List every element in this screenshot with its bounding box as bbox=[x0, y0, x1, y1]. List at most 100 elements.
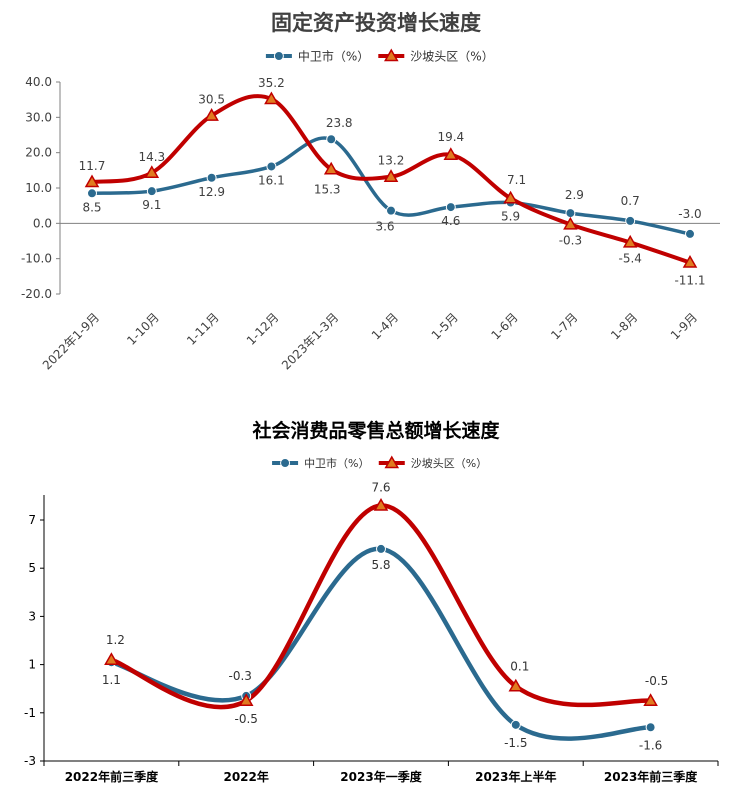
legend-label: 中卫市（%） bbox=[304, 456, 369, 470]
series-zhongwei bbox=[109, 546, 653, 741]
legend-item-1: 沙坡头区（%） bbox=[378, 455, 487, 470]
marker-circle-0-3 bbox=[266, 161, 277, 172]
x-tick-label: 2023年上半年 bbox=[475, 769, 556, 784]
data-label: 9.1 bbox=[142, 198, 161, 212]
marker-circle-0-4 bbox=[645, 722, 656, 733]
marker-circle-0-0 bbox=[87, 188, 97, 199]
x-tick-label: 2022年 bbox=[223, 769, 268, 784]
data-label: 7.6 bbox=[371, 481, 390, 495]
marker-triangle-1-1 bbox=[144, 165, 160, 179]
y-tick-label: 0.0 bbox=[33, 216, 52, 230]
marker-triangle-1-0 bbox=[84, 174, 100, 188]
x-tick-label: 1-6月 bbox=[488, 310, 520, 342]
x-tick-label: 1-8月 bbox=[608, 310, 640, 342]
legend: 中卫市（%） 沙坡头区（%） bbox=[272, 455, 487, 470]
data-label: 5.9 bbox=[501, 209, 520, 223]
data-label: 1.1 bbox=[102, 673, 121, 687]
legend-label: 沙坡头区（%） bbox=[410, 49, 493, 63]
x-tick-label: 1-5月 bbox=[429, 310, 461, 342]
series-shapotou bbox=[109, 503, 653, 710]
marker-circle-0-legend bbox=[280, 458, 291, 468]
marker-circle-0-2 bbox=[376, 543, 386, 554]
marker-triangle-1-1 bbox=[238, 693, 254, 706]
data-label: 0.1 bbox=[510, 659, 529, 673]
data-label: 1.2 bbox=[106, 633, 125, 647]
legend-item-0: 中卫市（%） bbox=[265, 48, 369, 63]
marker-circle-0-3 bbox=[510, 719, 521, 730]
series-markers-1 bbox=[84, 91, 698, 268]
marker-triangle-1-8 bbox=[563, 216, 578, 230]
legend-item-0: 中卫市（%） bbox=[272, 456, 370, 470]
marker-triangle-1-9 bbox=[622, 234, 638, 248]
data-label: 11.7 bbox=[79, 159, 106, 173]
marker-triangle-1-5 bbox=[383, 169, 399, 182]
x-tick-label: 1-4月 bbox=[369, 310, 401, 342]
marker-triangle-1-4 bbox=[323, 161, 339, 175]
marker-triangle-1-7 bbox=[503, 190, 518, 204]
data-label: 0.7 bbox=[621, 194, 640, 208]
marker-circle-0-4 bbox=[326, 134, 337, 145]
data-label: -5.4 bbox=[618, 251, 641, 265]
y-tick-label: 40.0 bbox=[25, 75, 52, 89]
data-label: 14.3 bbox=[138, 150, 165, 164]
data-label: -1.6 bbox=[639, 738, 662, 752]
x-tick-label: 1-11月 bbox=[184, 310, 222, 348]
data-label: 16.1 bbox=[258, 173, 285, 187]
marker-triangle-1-10 bbox=[682, 255, 698, 268]
marker-triangle-1-0 bbox=[104, 652, 119, 666]
y-tick-label: -1 bbox=[24, 706, 36, 720]
marker-triangle-1-6 bbox=[443, 147, 459, 161]
legend-label: 沙坡头区（%） bbox=[411, 457, 487, 470]
legend-label: 中卫市（%） bbox=[298, 48, 369, 63]
series-line bbox=[109, 546, 653, 741]
data-label: 35.2 bbox=[258, 76, 285, 90]
y-tick-label: 5 bbox=[28, 561, 36, 575]
marker-circle-0-5 bbox=[386, 205, 396, 216]
y-tick-label: 1 bbox=[28, 658, 36, 672]
data-label: 2.9 bbox=[565, 188, 584, 202]
series-line bbox=[109, 503, 653, 710]
data-label: -11.1 bbox=[674, 274, 705, 288]
y-tick-label: -10.0 bbox=[21, 252, 52, 266]
x-tick-label: 1-10月 bbox=[124, 310, 162, 348]
data-label: 19.4 bbox=[437, 130, 464, 144]
data-label: 12.9 bbox=[198, 185, 225, 199]
marker-circle-0-1 bbox=[146, 186, 157, 197]
marker-circle-0-6 bbox=[445, 202, 456, 213]
data-label: 8.5 bbox=[82, 200, 101, 214]
data-label: -0.5 bbox=[645, 674, 668, 688]
data-label: 3.6 bbox=[375, 220, 394, 234]
data-label: -0.3 bbox=[559, 233, 582, 247]
x-tick-label: 2022年1-9月 bbox=[40, 310, 102, 372]
legend-item-1: 沙坡头区（%） bbox=[378, 48, 494, 63]
data-label: 30.5 bbox=[198, 93, 225, 107]
data-label: 7.1 bbox=[507, 173, 526, 187]
marker-triangle-1-3 bbox=[508, 678, 524, 692]
y-tick-label: 10.0 bbox=[25, 181, 52, 195]
y-tick-label: -20.0 bbox=[21, 287, 52, 301]
data-label: -3.0 bbox=[678, 207, 701, 221]
y-tick-label: -3 bbox=[24, 754, 36, 768]
data-label: -1.5 bbox=[504, 736, 527, 750]
marker-circle-0-legend bbox=[273, 51, 284, 61]
y-tick-label: 7 bbox=[28, 513, 36, 527]
legend: 中卫市（%） 沙坡头区（%） bbox=[265, 48, 494, 63]
marker-triangle-1-2 bbox=[204, 108, 219, 121]
marker-triangle-1-4 bbox=[643, 693, 658, 706]
marker-triangle-1-3 bbox=[264, 91, 279, 105]
data-label: 23.8 bbox=[326, 116, 353, 130]
data-label: 4.6 bbox=[441, 214, 460, 228]
data-label: -0.3 bbox=[228, 669, 251, 683]
y-tick-label: 3 bbox=[28, 609, 36, 623]
marker-circle-0-2 bbox=[206, 172, 217, 183]
x-tick-label: 2023年前三季度 bbox=[604, 769, 698, 784]
marker-circle-0-8 bbox=[565, 208, 576, 219]
y-tick-label: 30.0 bbox=[25, 110, 52, 124]
series-markers-1 bbox=[104, 498, 658, 706]
data-label: 13.2 bbox=[378, 154, 405, 168]
chart-title: 社会消费品零售总额增长速度 bbox=[251, 419, 500, 442]
x-tick-label: 2023年1-3月 bbox=[279, 310, 341, 372]
